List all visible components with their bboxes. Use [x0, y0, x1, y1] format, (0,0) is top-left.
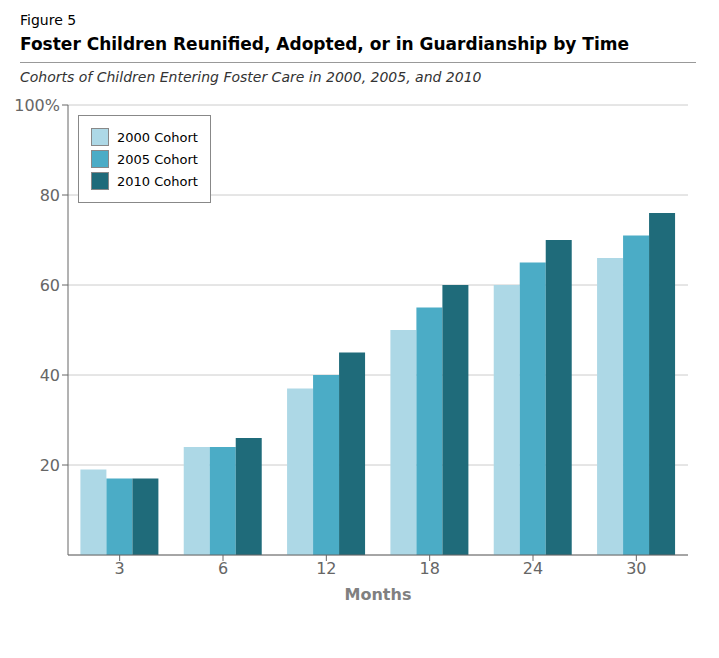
svg-text:20: 20	[40, 456, 60, 475]
html-text:2005 Cohort: 2005 Cohort	[117, 151, 198, 167]
svg-text:12: 12	[316, 559, 336, 578]
html-text:2010 Cohort: 2010 Cohort	[117, 173, 198, 189]
svg-text:100%: 100%	[14, 96, 60, 115]
svg-text:18: 18	[419, 559, 439, 578]
html-text:Foster Children Reunified, Ado: Foster Children Reunified, Adopted, or i…	[20, 34, 629, 54]
svg-text:24: 24	[523, 559, 543, 578]
svg-text:Months: Months	[345, 585, 412, 604]
html-text:Figure 5: Figure 5	[20, 12, 77, 28]
html-text:Cohorts of Children Entering F: Cohorts of Children Entering Foster Care…	[20, 69, 482, 85]
svg-text:80: 80	[40, 186, 60, 205]
svg-text:40: 40	[40, 366, 60, 385]
svg-text:30: 30	[626, 559, 646, 578]
svg-text:3: 3	[115, 559, 125, 578]
svg-text:60: 60	[40, 276, 60, 295]
svg-text:6: 6	[218, 559, 228, 578]
html-text:2000 Cohort: 2000 Cohort	[117, 129, 198, 145]
